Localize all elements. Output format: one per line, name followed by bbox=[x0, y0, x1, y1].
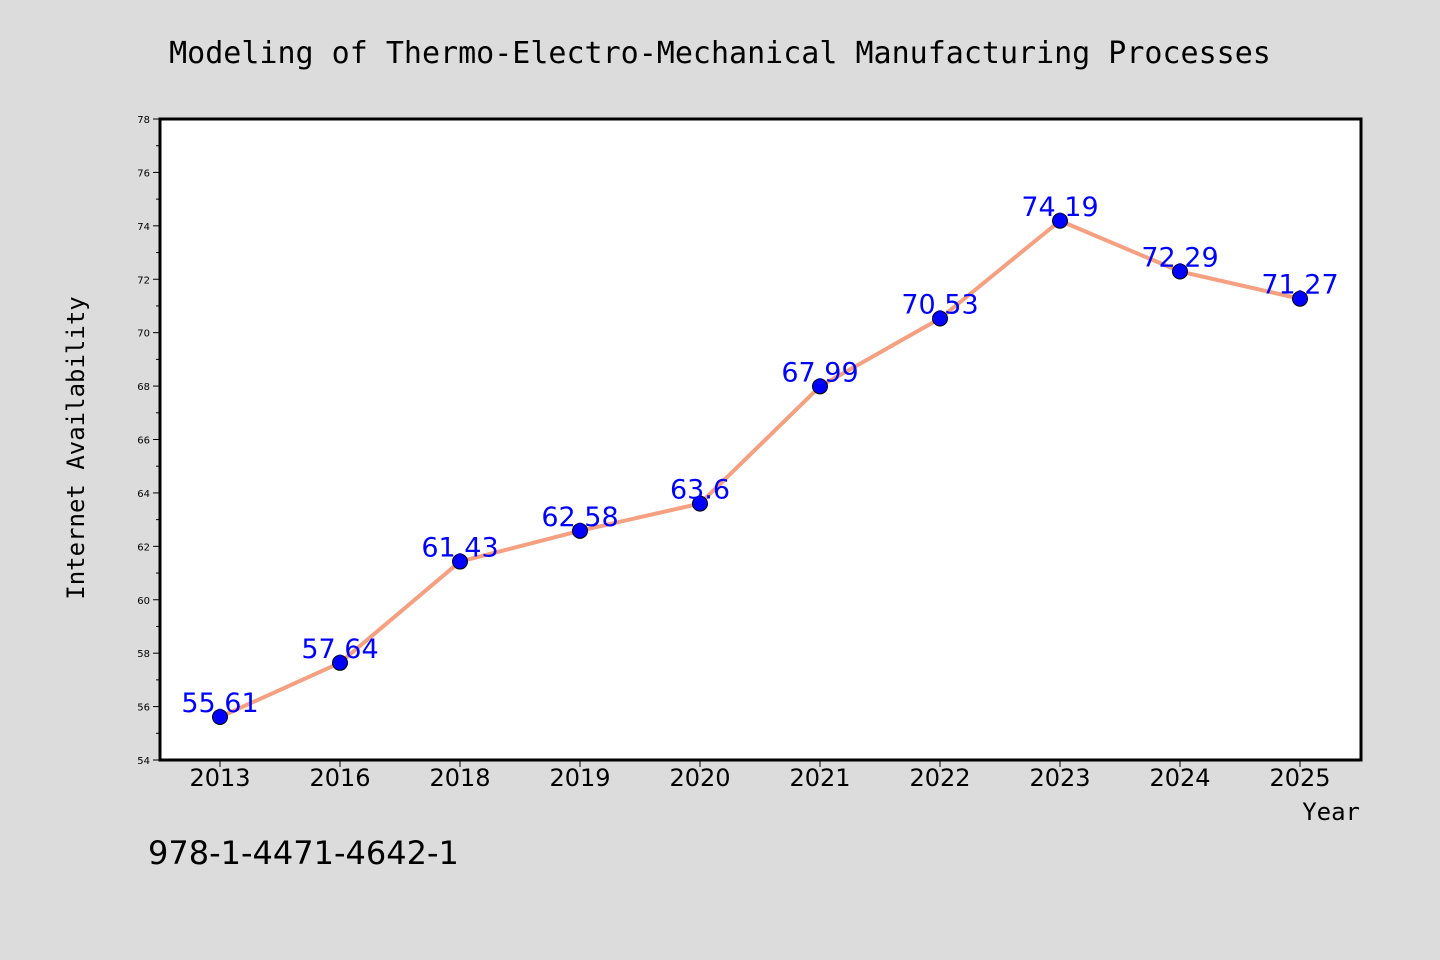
data-point bbox=[812, 378, 828, 395]
y-tick-label: 76 bbox=[137, 168, 150, 179]
data-point bbox=[572, 522, 588, 539]
data-point bbox=[212, 708, 228, 725]
x-tick-label: 2020 bbox=[669, 764, 730, 792]
data-label: 63.6 bbox=[670, 475, 730, 506]
y-tick-label: 58 bbox=[137, 649, 150, 660]
y-tick-label: 66 bbox=[137, 436, 150, 447]
data-label: 72.29 bbox=[1141, 243, 1218, 274]
y-tick-label: 78 bbox=[137, 115, 150, 126]
y-tick-label: 54 bbox=[137, 756, 150, 767]
y-tick-label: 62 bbox=[137, 542, 150, 553]
y-tick-label: 70 bbox=[137, 329, 150, 340]
y-tick-label: 60 bbox=[137, 596, 150, 607]
x-tick-label: 2021 bbox=[789, 764, 850, 792]
data-label: 67.99 bbox=[781, 357, 858, 388]
x-tick-label: 2024 bbox=[1149, 764, 1210, 792]
x-tick-label: 2013 bbox=[189, 764, 250, 792]
y-axis-ticks: 54 56 58 60 62 64 66 68 70 72 74 76 78 bbox=[137, 115, 160, 767]
data-point bbox=[692, 495, 708, 512]
isbn-footer: 978-1-4471-4642-1 bbox=[148, 834, 459, 872]
y-tick-label: 68 bbox=[137, 382, 150, 393]
data-point bbox=[1172, 263, 1188, 280]
y-tick-label: 74 bbox=[137, 222, 150, 233]
x-tick-label: 2016 bbox=[309, 764, 370, 792]
x-tick-label: 2018 bbox=[429, 764, 490, 792]
data-label: 74.19 bbox=[1021, 192, 1098, 223]
data-label: 70.53 bbox=[901, 290, 978, 321]
plot-frame bbox=[158, 117, 1363, 762]
data-point bbox=[332, 654, 348, 671]
data-point bbox=[1292, 290, 1308, 307]
x-tick-label: 2025 bbox=[1269, 764, 1330, 792]
chart-title: Modeling of Thermo-Electro-Mechanical Ma… bbox=[169, 36, 1271, 71]
data-label: 62.58 bbox=[541, 502, 618, 533]
data-point bbox=[452, 553, 468, 570]
data-label: 61.43 bbox=[421, 533, 498, 564]
x-tick-label: 2022 bbox=[909, 764, 970, 792]
plot-area bbox=[160, 119, 1361, 760]
x-tick-label: 2023 bbox=[1029, 764, 1090, 792]
x-axis-label: Year bbox=[1302, 798, 1360, 826]
y-tick-label: 64 bbox=[137, 489, 150, 500]
y-tick-label: 56 bbox=[137, 703, 150, 714]
data-label: 55.61 bbox=[181, 688, 258, 719]
series-line bbox=[218, 218, 1302, 719]
data-label: 71.27 bbox=[1261, 270, 1338, 301]
x-tick-label: 2019 bbox=[549, 764, 610, 792]
data-point bbox=[1052, 212, 1068, 229]
data-point bbox=[932, 310, 948, 327]
y-axis-label: Internet Availability bbox=[62, 296, 90, 599]
data-label: 57.64 bbox=[301, 634, 378, 665]
x-axis-ticks: 2013 2016 2018 2019 2020 2021 2022 2023 2024 2025 bbox=[189, 760, 1331, 792]
y-tick-label: 72 bbox=[137, 275, 150, 286]
series-layer: 55.61 57.64 61.43 62.58 63.6 67.99 70.53 74.19 7… bbox=[181, 192, 1339, 725]
